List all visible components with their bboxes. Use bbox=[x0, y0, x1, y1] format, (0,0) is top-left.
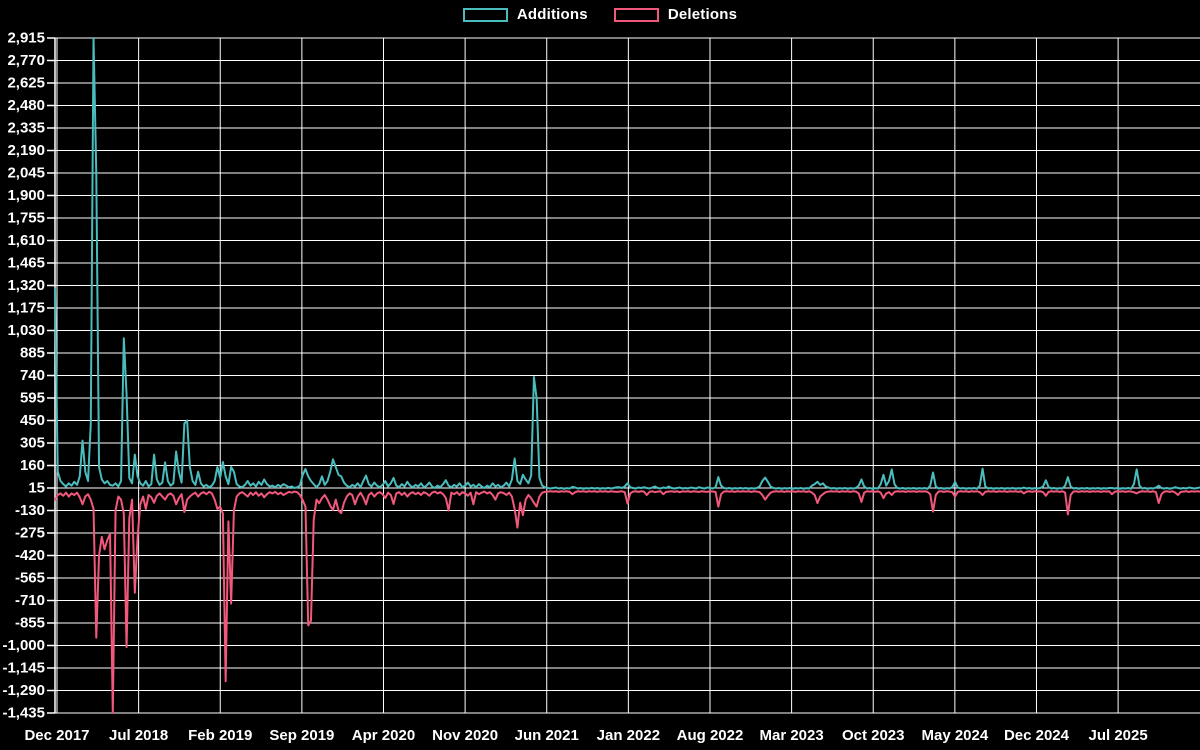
svg-text:Nov 2020: Nov 2020 bbox=[432, 727, 498, 744]
svg-text:885: 885 bbox=[20, 345, 45, 362]
svg-text:1,465: 1,465 bbox=[7, 255, 45, 272]
svg-text:Jun 2021: Jun 2021 bbox=[515, 727, 579, 744]
svg-text:-275: -275 bbox=[15, 525, 45, 542]
deletions-swatch-icon bbox=[613, 7, 659, 22]
svg-text:2,190: 2,190 bbox=[7, 142, 45, 159]
svg-text:-855: -855 bbox=[15, 615, 45, 632]
svg-text:15: 15 bbox=[28, 480, 45, 497]
svg-text:1,320: 1,320 bbox=[7, 277, 45, 294]
y-axis bbox=[47, 37, 56, 714]
svg-text:May 2024: May 2024 bbox=[921, 727, 988, 744]
legend-label-deletions: Deletions bbox=[667, 6, 738, 23]
svg-text:1,030: 1,030 bbox=[7, 322, 45, 339]
svg-text:1,610: 1,610 bbox=[7, 232, 45, 249]
svg-text:-420: -420 bbox=[15, 547, 45, 564]
svg-text:-1,145: -1,145 bbox=[2, 660, 45, 677]
svg-text:450: 450 bbox=[20, 412, 45, 429]
svg-text:2,045: 2,045 bbox=[7, 165, 45, 182]
x-axis-tick-labels: Dec 2017 Jul 2018 Feb 2019 Sep 2019 Apr 2020… bbox=[24, 727, 1147, 744]
svg-text:Jul 2018: Jul 2018 bbox=[109, 727, 168, 744]
svg-text:1,755: 1,755 bbox=[7, 210, 45, 227]
legend-item-deletions[interactable]: Deletions bbox=[613, 6, 738, 23]
svg-text:-1,435: -1,435 bbox=[2, 705, 45, 722]
svg-text:595: 595 bbox=[20, 390, 45, 407]
svg-text:Jan 2022: Jan 2022 bbox=[597, 727, 660, 744]
svg-text:-1,000: -1,000 bbox=[2, 637, 45, 654]
svg-text:Feb 2019: Feb 2019 bbox=[188, 727, 252, 744]
svg-text:305: 305 bbox=[20, 435, 45, 452]
svg-text:Mar 2023: Mar 2023 bbox=[759, 727, 823, 744]
svg-text:1,900: 1,900 bbox=[7, 187, 45, 204]
horizontal-gridlines bbox=[55, 37, 1200, 714]
svg-text:Dec 2017: Dec 2017 bbox=[24, 727, 89, 744]
svg-text:1,175: 1,175 bbox=[7, 300, 45, 317]
svg-text:2,915: 2,915 bbox=[7, 30, 45, 47]
deletions-line bbox=[54, 490, 1200, 714]
svg-text:Dec 2024: Dec 2024 bbox=[1004, 727, 1070, 744]
legend-label-additions: Additions bbox=[516, 6, 588, 23]
svg-text:2,335: 2,335 bbox=[7, 120, 45, 137]
additions-line bbox=[54, 37, 1200, 490]
svg-text:-565: -565 bbox=[15, 570, 45, 587]
svg-text:Oct 2023: Oct 2023 bbox=[842, 727, 905, 744]
svg-text:Aug 2022: Aug 2022 bbox=[677, 727, 744, 744]
svg-text:740: 740 bbox=[20, 367, 45, 384]
svg-text:-130: -130 bbox=[15, 502, 45, 519]
svg-text:Apr 2020: Apr 2020 bbox=[352, 727, 415, 744]
svg-text:160: 160 bbox=[20, 457, 45, 474]
svg-text:-710: -710 bbox=[15, 592, 45, 609]
vertical-gridlines bbox=[56, 38, 1119, 713]
svg-text:2,770: 2,770 bbox=[7, 52, 45, 69]
svg-text:2,625: 2,625 bbox=[7, 75, 45, 92]
svg-text:2,480: 2,480 bbox=[7, 97, 45, 114]
chart-legend: Additions Deletions bbox=[0, 6, 1200, 23]
y-axis-tick-labels: 2,915 2,770 2,625 2,480 2,335 2,190 2,045 1,900… bbox=[2, 30, 45, 722]
svg-text:Sep 2019: Sep 2019 bbox=[269, 727, 334, 744]
svg-text:Jul 2025: Jul 2025 bbox=[1088, 727, 1147, 744]
additions-swatch-icon bbox=[462, 7, 508, 22]
svg-text:-1,290: -1,290 bbox=[2, 682, 45, 699]
legend-item-additions[interactable]: Additions bbox=[462, 6, 588, 23]
